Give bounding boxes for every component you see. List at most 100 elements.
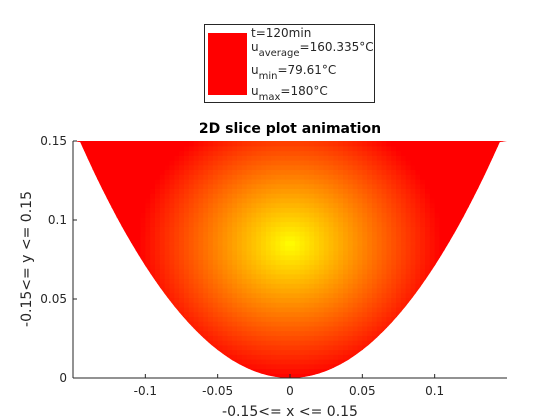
heatmap-cell <box>323 316 330 322</box>
heatmap-cell <box>410 231 416 237</box>
heatmap-cell <box>376 155 383 161</box>
heatmap-cell <box>333 183 339 189</box>
heatmap-cell <box>217 302 224 308</box>
heatmap-cell <box>333 363 339 370</box>
heatmap-cell <box>357 292 363 299</box>
heatmap-cell <box>261 216 267 223</box>
heatmap-cell <box>352 216 359 223</box>
heatmap-cell <box>241 297 248 303</box>
heatmap-cell <box>285 254 291 261</box>
heatmap-cell <box>208 150 214 156</box>
heatmap-cell <box>381 240 388 246</box>
heatmap-cell <box>294 240 301 246</box>
heatmap-cell <box>323 193 330 199</box>
heatmap-cell <box>275 340 281 346</box>
heatmap-cell <box>265 335 272 341</box>
heatmap-cell <box>405 235 412 242</box>
heatmap-cell <box>251 193 257 199</box>
heatmap-cell <box>294 231 301 237</box>
heatmap-cell <box>179 297 185 303</box>
heatmap-cell <box>203 268 209 275</box>
heatmap-cell <box>309 174 315 180</box>
heatmap-cell <box>304 212 310 218</box>
heatmap-cell <box>130 141 137 147</box>
heatmap-cell <box>367 245 373 251</box>
heatmap-cell <box>376 321 383 327</box>
heatmap-cell <box>347 202 354 208</box>
heatmap-cell <box>270 325 277 332</box>
heatmap-cell <box>285 141 291 147</box>
heatmap-cell <box>299 193 306 199</box>
heatmap-cell <box>169 283 175 289</box>
heatmap-cell <box>183 306 190 313</box>
heatmap-cell <box>314 368 320 374</box>
heatmap-cell <box>159 250 166 256</box>
heatmap-cell <box>222 141 228 147</box>
heatmap-cell <box>169 240 175 246</box>
heatmap-cell <box>391 273 397 280</box>
heatmap-cell <box>400 183 407 189</box>
heatmap-cell <box>371 231 378 237</box>
heatmap-cell <box>294 202 301 208</box>
heatmap-cell <box>386 226 392 232</box>
heatmap-cell <box>338 297 344 303</box>
heatmap-cell <box>343 245 349 251</box>
heatmap-cell <box>179 259 185 265</box>
heatmap-cell <box>304 155 310 161</box>
heatmap-cell <box>179 193 185 199</box>
heatmap-cell <box>410 254 416 261</box>
heatmap-cell <box>309 283 315 289</box>
heatmap-cell <box>367 287 373 294</box>
heatmap-cell <box>188 197 195 204</box>
heatmap-cell <box>275 363 281 370</box>
heatmap-cell <box>92 159 98 166</box>
heatmap-cell <box>135 235 142 242</box>
heatmap-cell <box>285 363 291 370</box>
heatmap-cell <box>179 292 185 299</box>
heatmap-cell <box>169 287 175 294</box>
heatmap-cell <box>154 273 161 280</box>
legend-average-sub: average <box>258 48 300 59</box>
heatmap-cell <box>179 264 185 270</box>
heatmap-cell <box>164 292 171 299</box>
heatmap-cell <box>367 235 373 242</box>
heatmap-cell <box>285 344 291 351</box>
heatmap-cell <box>232 207 238 213</box>
heatmap-cell <box>227 159 233 166</box>
heatmap-cell <box>290 302 296 308</box>
heatmap-cell <box>309 316 315 322</box>
heatmap-cell <box>381 183 388 189</box>
heatmap-cell <box>145 155 151 161</box>
heatmap-cell <box>251 302 257 308</box>
heatmap-cell <box>140 212 146 218</box>
heatmap-cell <box>458 174 465 180</box>
heatmap-cell <box>241 240 248 246</box>
heatmap-cell <box>371 268 378 275</box>
heatmap-cell <box>299 235 306 242</box>
heatmap-cell <box>328 245 334 251</box>
heatmap-cell <box>309 145 315 152</box>
heatmap-cell <box>309 250 315 256</box>
heatmap-cell <box>458 150 465 156</box>
heatmap-cell <box>328 178 334 185</box>
heatmap-cell <box>410 235 416 242</box>
heatmap-cell <box>145 169 151 175</box>
heatmap-cell <box>352 197 359 204</box>
heatmap-cell <box>410 193 416 199</box>
heatmap-cell <box>304 188 310 194</box>
heatmap-cell <box>338 283 344 289</box>
heatmap-cell <box>222 297 228 303</box>
heatmap-cell <box>183 235 190 242</box>
heatmap-cell <box>294 278 301 284</box>
heatmap-cell <box>261 335 267 341</box>
heatmap-cell <box>323 287 330 294</box>
heatmap-cell <box>145 159 151 166</box>
heatmap-cell <box>294 150 301 156</box>
heatmap-cell <box>232 221 238 227</box>
heatmap-cell <box>371 287 378 294</box>
heatmap-cell <box>82 141 89 147</box>
heatmap-cell <box>405 283 412 289</box>
heatmap-cell <box>405 250 412 256</box>
heatmap-cell <box>314 141 320 147</box>
heatmap-cell <box>294 145 301 152</box>
